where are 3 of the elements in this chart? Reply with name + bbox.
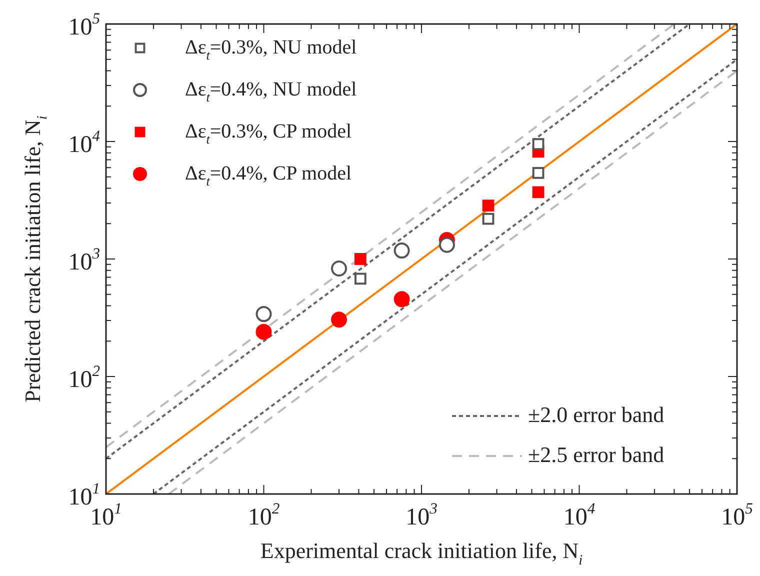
legend-label: ±2.5 error band — [528, 442, 664, 467]
legend-label: ±2.0 error band — [528, 402, 664, 427]
y-axis-title: Predicted crack initiation life, Ni — [20, 116, 51, 402]
